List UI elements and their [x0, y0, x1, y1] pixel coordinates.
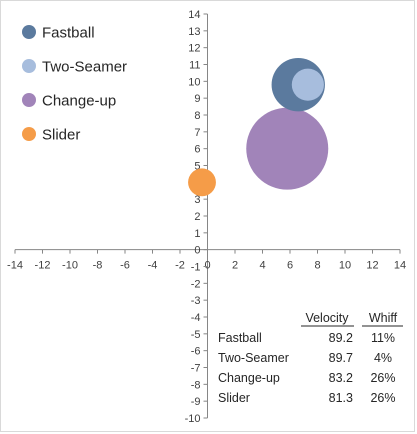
x-tick-label: 6: [287, 260, 293, 272]
y-tick-label: 2: [194, 211, 200, 223]
y-tick-label: 10: [188, 76, 200, 88]
table-cell: 89.2: [329, 331, 353, 345]
y-tick-label: -4: [191, 312, 201, 324]
y-tick-label: -7: [191, 363, 201, 375]
legend-label-fastball: Fastball: [42, 25, 95, 42]
legend-marker-two-seamer: [22, 59, 36, 73]
y-tick-label: 0: [194, 245, 200, 257]
x-tick-label: -4: [148, 260, 158, 272]
table-cell: Change-up: [218, 371, 280, 385]
y-tick-label: 11: [189, 60, 200, 72]
legend-marker-fastball: [22, 25, 36, 39]
legend-marker-change-up: [22, 93, 36, 107]
x-tick-label: 8: [314, 260, 320, 272]
x-tick-label: 12: [366, 260, 378, 272]
legend-label-slider: Slider: [42, 127, 80, 144]
legend-marker-slider: [22, 127, 36, 141]
axes: -14 -12 -10 -8 -6 -4 -2 0 2 4 6 8 10 12 14-10-9-8-7-6-…: [7, 9, 406, 425]
y-tick-label: -8: [191, 379, 201, 391]
bubble-change-up: [246, 107, 329, 190]
table-cell: 81.3: [329, 391, 353, 405]
x-tick-label: -10: [62, 260, 78, 272]
bubble-slider: [188, 168, 216, 197]
y-tick-label: -2: [191, 278, 201, 290]
table-cell: 26%: [370, 391, 395, 405]
table-header: Velocity: [305, 311, 349, 325]
table-cell: 89.7: [329, 351, 353, 365]
x-tick-label: 0: [204, 260, 210, 272]
x-tick-label: -6: [120, 260, 130, 272]
y-tick-label: 14: [188, 9, 200, 21]
y-tick-label: 1: [194, 228, 200, 240]
y-tick-label: 8: [194, 110, 200, 122]
y-tick-label: 6: [194, 144, 200, 156]
x-tick-label: 10: [339, 260, 351, 272]
table-cell: 4%: [374, 351, 392, 365]
table-cell: Slider: [218, 391, 250, 405]
bubble-two-seamer: [291, 68, 324, 101]
x-tick-label: 4: [259, 260, 265, 272]
table-cell: 83.2: [329, 371, 353, 385]
y-tick-label: -6: [191, 346, 201, 358]
table-header: Whiff: [369, 311, 398, 325]
y-tick-label: -10: [185, 413, 201, 425]
legend-label-change-up: Change-up: [42, 93, 116, 110]
stats-table: Velocity Whiff Fastball 89.2 11% Two-Seamer 89…: [218, 311, 403, 405]
legend: Fastball Two-Seamer Change-up Slider: [22, 25, 127, 144]
y-tick-label: 13: [188, 26, 200, 38]
y-tick-label: 3: [194, 194, 200, 206]
x-tick-label: 2: [232, 260, 238, 272]
table-cell: 11%: [371, 331, 395, 345]
y-tick-label: -5: [191, 329, 201, 341]
x-tick-label: -2: [175, 260, 185, 272]
table-cell: Two-Seamer: [218, 351, 289, 365]
y-tick-label: -3: [191, 295, 201, 307]
y-tick-label: -1: [191, 262, 201, 274]
y-tick-label: -9: [191, 396, 201, 408]
bubbles: [188, 58, 329, 197]
y-tick-label: 5: [194, 161, 200, 173]
x-tick-label: -8: [93, 260, 103, 272]
table-cell: Fastball: [218, 331, 262, 345]
y-tick-label: 9: [194, 93, 200, 105]
y-tick-label: 7: [194, 127, 200, 139]
legend-label-two-seamer: Two-Seamer: [42, 59, 127, 76]
x-tick-label: 14: [394, 260, 406, 272]
x-tick-label: -12: [35, 260, 51, 272]
x-tick-label: -14: [7, 260, 23, 272]
table-cell: 26%: [370, 371, 395, 385]
y-tick-label: 12: [188, 43, 200, 55]
